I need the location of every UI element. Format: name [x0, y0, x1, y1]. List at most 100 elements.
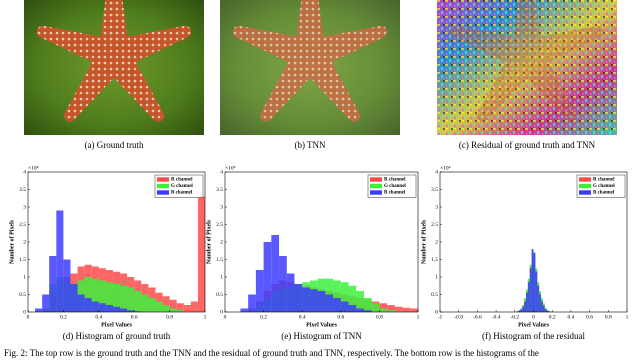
histogram-bar — [518, 310, 521, 312]
ground-truth-image — [24, 0, 204, 135]
legend-label: R channel — [384, 178, 406, 183]
histogram-bar — [162, 305, 170, 312]
x-tick-label: 0.8 — [605, 314, 612, 320]
histogram-bar — [539, 294, 541, 312]
y-tick-label: 2 — [220, 239, 223, 245]
histogram-bar — [263, 242, 272, 312]
histogram-bar — [542, 305, 545, 312]
x-tick-label: 0 — [27, 314, 30, 320]
histogram-bar — [340, 301, 349, 312]
histogram-bar — [279, 256, 287, 312]
histogram-bar — [333, 280, 341, 312]
histogram-bar — [197, 196, 205, 312]
x-axis-label: Pixel Values — [518, 322, 550, 328]
histogram-bar — [255, 270, 264, 312]
y-tick-label: 2.5 — [431, 222, 438, 228]
histogram-bar — [169, 299, 177, 312]
histogram-bar — [516, 311, 519, 312]
histogram-bar — [49, 256, 57, 312]
legend-swatch — [370, 177, 382, 182]
y-tick-label: 3.5 — [431, 187, 438, 193]
histogram-bar — [363, 298, 372, 312]
x-tick-label: 0.2 — [60, 314, 67, 320]
histogram-bar — [134, 291, 142, 312]
y-tick-label: 4 — [23, 169, 26, 175]
x-tick-label: 0.8 — [166, 314, 173, 320]
histogram-bar — [540, 301, 543, 312]
histogram-chart: 0 0.5 1 1.5 2 2.5 3 3.5 4 0 0.2 0.4 0.6 0.8 1 ×10⁴ Pixel… — [9, 165, 206, 341]
histogram-bar — [356, 308, 364, 312]
legend-label: G channel — [384, 184, 406, 189]
histogram-bar — [286, 273, 295, 312]
x-tick-label: 0.4 — [95, 314, 102, 320]
x-tick-label: 0.8 — [376, 314, 383, 320]
histogram-bar — [162, 296, 170, 312]
y-multiplier: ×10⁴ — [225, 165, 236, 171]
histogram-bar — [529, 268, 532, 312]
x-tick-label: 0.2 — [260, 314, 267, 320]
histogram-bar — [348, 305, 357, 312]
y-tick-label: 1 — [435, 274, 438, 280]
histogram-bar — [309, 289, 318, 312]
histogram-bar — [112, 306, 121, 312]
histogram-bar — [176, 310, 184, 312]
histogram-bar — [302, 287, 310, 312]
x-tick-label: 0.6 — [131, 314, 138, 320]
legend-swatch — [579, 177, 591, 182]
histogram-bar — [42, 294, 50, 312]
chart-caption: (f) Histogram of the residual — [482, 331, 585, 341]
histogram-bar — [394, 306, 403, 312]
y-tick-label: 1 — [23, 274, 26, 280]
histogram-bar — [70, 284, 78, 312]
x-tick-label: -0.6 — [473, 314, 482, 320]
histogram-bar — [522, 306, 525, 312]
histogram-bar — [325, 294, 334, 312]
y-tick-label: 3 — [23, 204, 26, 210]
legend-label: B channel — [593, 191, 615, 196]
legend-swatch — [157, 177, 169, 182]
y-tick-label: 1.5 — [216, 257, 223, 263]
histogram-bar — [183, 305, 191, 312]
histogram-bar — [379, 308, 388, 312]
histogram-bar — [240, 308, 249, 312]
histogram-bar — [402, 307, 411, 312]
panel-caption: (b) TNN — [294, 140, 326, 150]
x-axis-label: Pixel Values — [101, 322, 133, 328]
histogram-bar — [340, 282, 349, 312]
y-multiplier: ×10⁴ — [440, 165, 451, 171]
histogram-bar — [546, 310, 549, 312]
histogram-bar — [127, 287, 135, 312]
y-tick-label: 1 — [220, 274, 223, 280]
y-axis-label: Number of Pixels — [421, 219, 427, 264]
histogram-bar — [112, 284, 121, 312]
histogram-bar — [394, 311, 403, 312]
y-tick-label: 0.5 — [19, 292, 26, 298]
figure-caption: Fig. 2: The top row is the ground truth … — [4, 348, 539, 358]
histogram-bar — [155, 301, 163, 312]
legend-swatch — [370, 183, 382, 189]
y-tick-label: 2.5 — [216, 222, 223, 228]
y-tick-label: 4 — [435, 169, 438, 175]
histogram-bar — [520, 309, 523, 312]
histogram-bar — [127, 310, 135, 312]
histogram-bar — [363, 310, 372, 312]
legend-swatch — [157, 183, 169, 189]
histogram-bar — [387, 310, 395, 312]
histogram-bar — [348, 285, 357, 312]
legend-label: B channel — [384, 191, 406, 196]
histogram-bar — [35, 308, 43, 312]
histogram-bar — [120, 285, 128, 312]
x-tick-label: 0 — [532, 314, 535, 320]
legend-label: R channel — [593, 178, 615, 183]
histogram-bar — [98, 303, 106, 312]
histogram-bar — [526, 292, 528, 312]
x-tick-label: -0.2 — [510, 314, 519, 320]
x-tick-label: -0.8 — [454, 314, 463, 320]
histogram-bar — [141, 294, 149, 312]
histogram-bar — [148, 298, 156, 312]
histogram-bar — [56, 210, 64, 312]
x-tick-label: 0.6 — [586, 314, 593, 320]
residual-image — [437, 0, 617, 135]
histogram-bar — [176, 303, 184, 312]
